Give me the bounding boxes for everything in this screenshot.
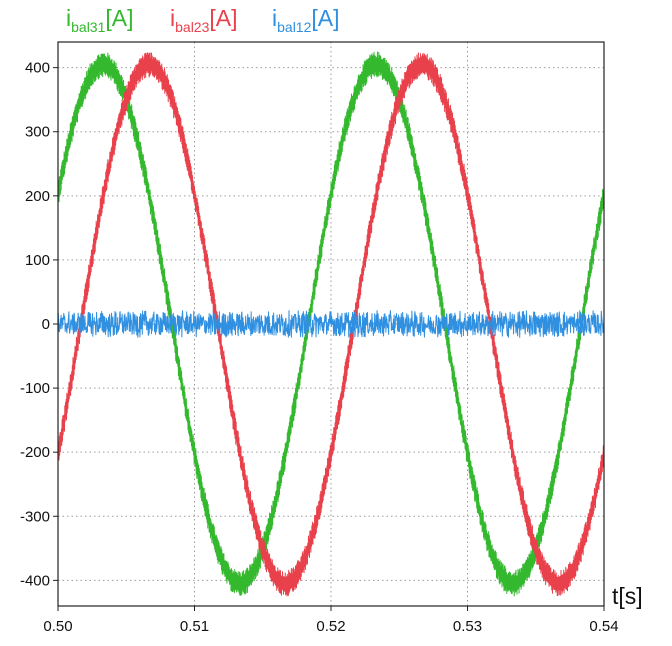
y-tick-label: -200 <box>20 444 50 461</box>
legend-label: ibal12[A] <box>272 5 340 35</box>
y-tick-label: 200 <box>25 188 50 205</box>
y-tick-label: 400 <box>25 60 50 77</box>
series-line-bal23 <box>57 52 605 597</box>
x-tick-label: 0.52 <box>316 618 345 635</box>
y-tick-label: 0 <box>42 316 50 333</box>
x-tick-label: 0.51 <box>180 618 209 635</box>
y-tick-label: -300 <box>20 508 50 525</box>
series-line-bal12 <box>57 310 605 338</box>
y-tick-label: 100 <box>25 252 50 269</box>
x-axis-label: t[s] <box>612 583 643 609</box>
x-tick-label: 0.53 <box>453 618 482 635</box>
legend-entry-bal31: ibal31[A] <box>66 5 134 35</box>
y-tick-label: -400 <box>20 572 50 589</box>
y-axis-ticks: 400 300 200 100 0 -100 -200 -300 -400 <box>20 60 58 589</box>
y-tick-label: -100 <box>20 380 50 397</box>
y-tick-label: 300 <box>25 124 50 141</box>
legend-label: ibal23[A] <box>170 5 238 35</box>
x-tick-label: 0.54 <box>589 618 618 635</box>
legend: ibal31[A] ibal23[A] ibal12[A] <box>66 5 340 35</box>
x-axis-ticks: 0.50 0.51 0.52 0.53 0.54 <box>43 606 619 635</box>
x-tick-label: 0.50 <box>43 618 72 635</box>
series-layer <box>57 51 605 597</box>
series-line-bal31 <box>57 51 605 597</box>
legend-entry-bal23: ibal23[A] <box>170 5 238 35</box>
legend-entry-bal12: ibal12[A] <box>272 5 340 35</box>
legend-label: ibal31[A] <box>66 5 134 35</box>
